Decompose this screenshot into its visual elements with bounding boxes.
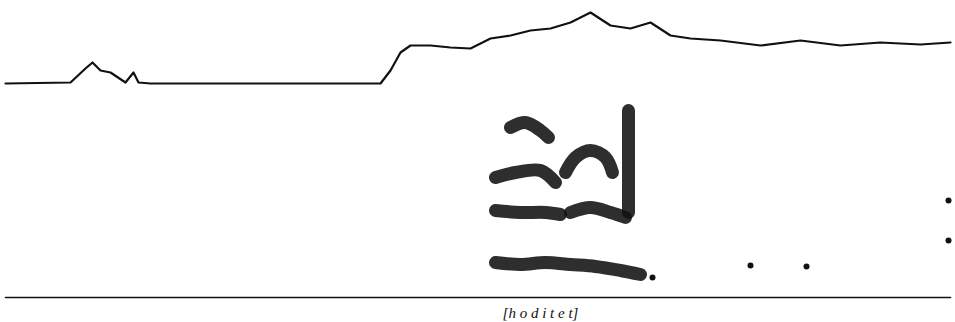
svg-text:[h o d i t e t]: [h o d i t e t] (503, 305, 579, 321)
